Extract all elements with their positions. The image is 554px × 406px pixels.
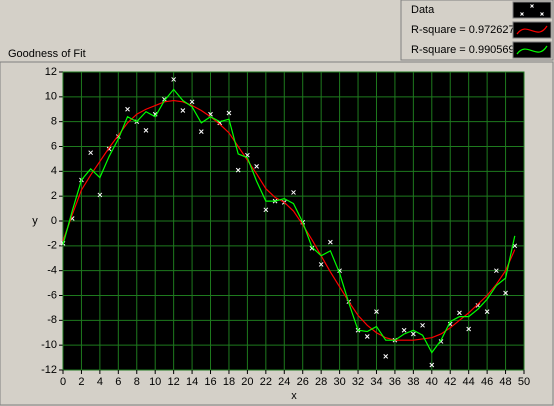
data-point — [493, 268, 499, 274]
data-point — [171, 77, 176, 82]
data-point — [180, 108, 186, 113]
fit-line — [62, 88, 516, 354]
data-point — [401, 327, 407, 333]
fit-line — [62, 99, 516, 341]
x-tick-label: 36 — [389, 376, 401, 388]
data-point — [466, 326, 472, 332]
y-tick-label: 0 — [51, 215, 57, 227]
x-tick-label: 20 — [241, 376, 253, 388]
x-tick-label: 42 — [444, 376, 456, 388]
x-tick-label: 28 — [315, 376, 327, 388]
data-point — [374, 309, 379, 314]
data-point — [125, 106, 130, 112]
x-axis-title: x — [291, 390, 297, 402]
x-tick-label: 0 — [60, 376, 66, 388]
y-tick-label: -10 — [41, 339, 57, 351]
y-tick-label: 6 — [51, 140, 57, 152]
y-tick-label: 12 — [45, 66, 57, 78]
data-point — [162, 96, 167, 102]
data-point — [235, 167, 241, 173]
legend-marker — [520, 12, 524, 16]
data-point — [97, 192, 103, 198]
data-point — [198, 129, 204, 134]
data-point — [328, 239, 333, 245]
data-point — [318, 262, 324, 267]
x-tick-label: 40 — [426, 376, 438, 388]
x-tick-label: 18 — [223, 376, 235, 388]
data-point — [143, 128, 149, 133]
x-tick-label: 16 — [204, 376, 216, 388]
x-tick-label: 50 — [518, 376, 530, 388]
y-tick-label: 4 — [51, 165, 57, 177]
x-tick-label: 14 — [186, 376, 198, 388]
y-axis-title: y — [32, 215, 38, 227]
data-point — [503, 290, 508, 296]
y-tick-label: -4 — [47, 265, 57, 277]
data-point — [189, 99, 195, 105]
data-point — [429, 362, 435, 368]
x-tick-label: 44 — [463, 376, 475, 388]
data-point — [457, 310, 462, 316]
x-tick-label: 34 — [370, 376, 382, 388]
data-point — [484, 309, 490, 314]
y-tick-label: 8 — [51, 116, 57, 128]
x-tick-label: 22 — [260, 376, 272, 388]
legend-line — [516, 25, 548, 35]
y-tick-label: -12 — [41, 364, 57, 376]
x-tick-label: 4 — [97, 376, 103, 388]
data-point — [420, 322, 425, 328]
data-point — [226, 110, 232, 116]
x-tick-label: 46 — [481, 376, 493, 388]
legend-swatch — [512, 21, 552, 39]
legend-swatch — [512, 41, 552, 59]
y-tick-label: -6 — [47, 289, 57, 301]
data-point — [364, 334, 370, 339]
x-tick-label: 24 — [278, 376, 290, 388]
data-point — [309, 245, 315, 251]
data-point — [254, 164, 259, 169]
x-tick-label: 26 — [297, 376, 309, 388]
x-tick-label: 2 — [78, 376, 84, 388]
legend-label: Data — [411, 4, 435, 16]
y-tick-label: -8 — [47, 314, 57, 326]
x-tick-label: 10 — [149, 376, 161, 388]
data-point — [263, 207, 269, 213]
data-point — [383, 353, 389, 359]
data-point — [475, 303, 481, 308]
x-tick-label: 48 — [499, 376, 511, 388]
y-tick-label: 2 — [51, 190, 57, 202]
x-tick-label: 30 — [333, 376, 345, 388]
legend-line — [516, 45, 548, 55]
x-tick-label: 8 — [134, 376, 140, 388]
x-tick-label: 6 — [115, 376, 121, 388]
legend-marker — [530, 4, 534, 8]
chart-title: Goodness of Fit — [8, 48, 86, 60]
data-point — [291, 190, 296, 195]
data-point — [88, 150, 94, 156]
legend-swatch — [512, 1, 552, 19]
x-tick-label: 38 — [407, 376, 419, 388]
legend-marker — [540, 12, 544, 16]
legend-label: R-square = 0.972627 — [411, 24, 515, 36]
y-tick-label: 10 — [45, 91, 57, 103]
y-tick-label: -2 — [47, 240, 57, 252]
x-tick-label: 12 — [168, 376, 180, 388]
x-tick-label: 32 — [352, 376, 364, 388]
legend-label: R-square = 0.990569 — [411, 44, 515, 56]
data-point — [411, 331, 416, 337]
